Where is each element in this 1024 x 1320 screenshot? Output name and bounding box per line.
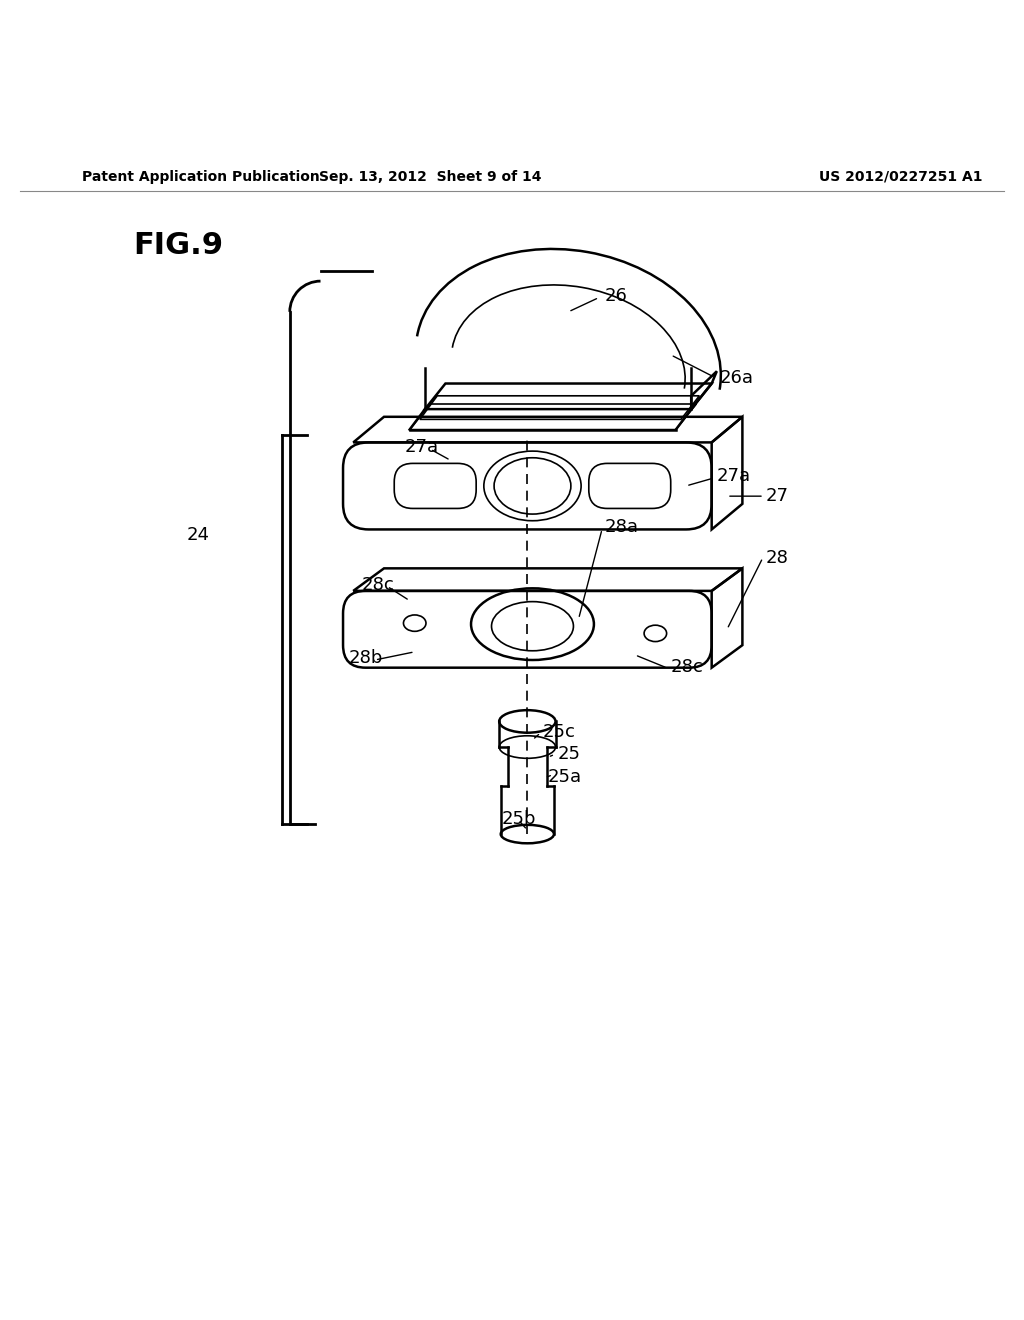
- Text: 25a: 25a: [548, 768, 582, 785]
- Text: 28b: 28b: [348, 649, 383, 667]
- Text: 27a: 27a: [717, 467, 751, 484]
- Text: US 2012/0227251 A1: US 2012/0227251 A1: [819, 170, 983, 183]
- Text: 25b: 25b: [502, 809, 537, 828]
- Text: 27: 27: [766, 487, 788, 506]
- Text: 25c: 25c: [543, 722, 575, 741]
- Text: FIG.9: FIG.9: [133, 231, 223, 260]
- Text: Patent Application Publication: Patent Application Publication: [82, 170, 319, 183]
- Text: 28c: 28c: [671, 659, 703, 676]
- Text: 28c: 28c: [361, 577, 394, 594]
- Text: 26a: 26a: [720, 370, 754, 387]
- Text: 26: 26: [604, 288, 627, 305]
- Text: 25: 25: [558, 746, 581, 763]
- Text: 28a: 28a: [604, 517, 638, 536]
- Text: 24: 24: [187, 527, 210, 544]
- Text: Sep. 13, 2012  Sheet 9 of 14: Sep. 13, 2012 Sheet 9 of 14: [318, 170, 542, 183]
- Text: 27a: 27a: [404, 438, 438, 455]
- Text: 28: 28: [766, 549, 788, 566]
